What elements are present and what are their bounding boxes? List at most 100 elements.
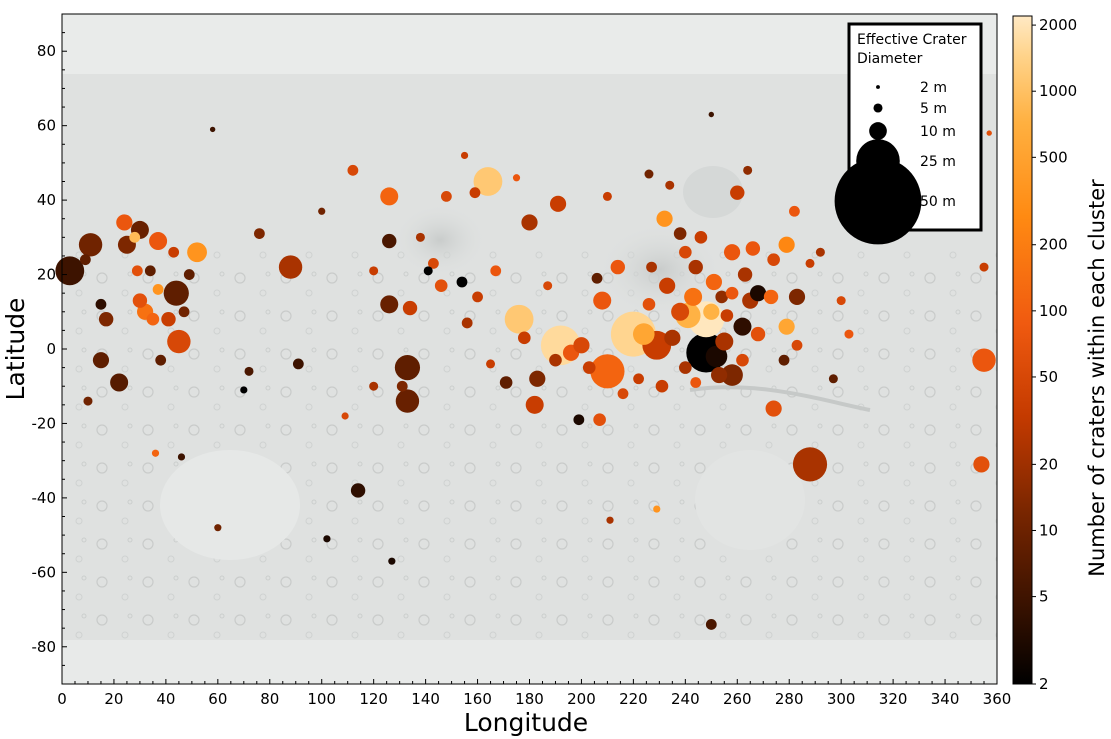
crater-cluster-point <box>116 214 133 231</box>
crater-cluster-point <box>673 227 687 240</box>
crater-cluster-point <box>92 352 110 369</box>
crater-cluster-point <box>606 516 614 524</box>
crater-clusters <box>55 111 996 630</box>
crater-cluster-point <box>792 447 828 482</box>
colorbar-tick-label: 200 <box>1039 236 1068 254</box>
crater-cluster-point <box>778 354 790 366</box>
crater-cluster-point <box>745 241 761 256</box>
crater-cluster-point <box>705 273 723 291</box>
crater-cluster-point <box>733 317 752 336</box>
crater-cluster-point <box>278 255 303 279</box>
crater-cluster-point <box>168 246 180 258</box>
crater-cluster-point <box>369 381 379 391</box>
crater-cluster-point <box>428 257 439 269</box>
crater-cluster-point <box>347 164 359 176</box>
crater-cluster-point <box>152 284 164 295</box>
legend-marker <box>873 103 883 113</box>
crater-cluster-point <box>78 233 103 257</box>
x-tick-label: 40 <box>156 690 175 708</box>
crater-cluster-point <box>679 361 692 374</box>
crater-cluster-point <box>209 126 216 133</box>
crater-cluster-point <box>573 337 590 354</box>
crater-cluster-point <box>736 353 749 367</box>
legend-label: 50 m <box>920 194 956 210</box>
x-tick-label: 80 <box>260 690 279 708</box>
crater-cluster-point <box>434 279 448 293</box>
crater-cluster-point <box>460 151 469 160</box>
crater-cluster-point <box>767 253 780 266</box>
x-tick-label: 280 <box>775 690 804 708</box>
crater-cluster-point <box>473 167 503 196</box>
legend: Effective Crater Diameter 2 m 5 m 10 m 25 m… <box>834 22 983 245</box>
crater-cluster-point <box>187 242 207 263</box>
crater-cluster-point <box>415 232 425 242</box>
crater-cluster-point <box>423 266 433 276</box>
crater-cluster-point <box>828 374 838 384</box>
crater-cluster-point <box>79 254 91 266</box>
crater-cluster-point <box>440 190 452 202</box>
y-axis-title: Latitude <box>1 298 30 401</box>
crater-cluster-point <box>705 619 717 630</box>
crater-cluster-point <box>549 353 562 367</box>
crater-cluster-point <box>644 169 654 179</box>
crater-cluster-point <box>582 361 596 374</box>
crater-cluster-point <box>986 130 992 136</box>
x-tick-label: 160 <box>463 690 492 708</box>
crater-cluster-point <box>395 389 420 413</box>
colorbar-tick-label: 500 <box>1039 148 1068 166</box>
crater-cluster-point <box>161 312 176 327</box>
crater-cluster-point <box>543 281 553 291</box>
colorbar-tick-label: 1000 <box>1039 82 1077 100</box>
y-tick-label: 40 <box>37 191 56 209</box>
y-tick-label: -60 <box>32 563 57 581</box>
crater-cluster-point <box>972 348 996 372</box>
colorbar-tick-label: 100 <box>1039 302 1068 320</box>
crater-cluster-point <box>149 232 168 251</box>
crater-cluster-point <box>518 331 531 345</box>
legend-title-line1: Effective Crater <box>857 32 967 48</box>
crater-cluster-point <box>486 359 496 369</box>
crater-cluster-point <box>688 259 703 275</box>
y-tick-label: -40 <box>32 489 57 507</box>
colorbar-tick-label: 20 <box>1039 455 1058 473</box>
crater-cluster-point <box>132 293 148 308</box>
crater-cluster-point <box>694 231 708 244</box>
crater-cluster-point <box>549 195 567 212</box>
colorbar-gradient <box>1012 15 1033 685</box>
x-tick-label: 20 <box>104 690 123 708</box>
crater-cluster-point <box>723 244 741 261</box>
crater-cluster-point <box>394 355 421 381</box>
crater-cluster-point <box>402 300 418 316</box>
crater-cluster-point <box>380 187 399 206</box>
y-tick-label: 80 <box>37 42 56 60</box>
colorbar-tick-label: 5 <box>1039 588 1049 606</box>
crater-cluster-point <box>979 262 989 272</box>
crater-cluster-point <box>805 258 815 268</box>
x-tick-label: 180 <box>515 690 544 708</box>
crater-cluster-point <box>98 312 114 327</box>
x-tick-label: 60 <box>208 690 227 708</box>
crater-cluster-point <box>725 286 739 300</box>
legend-label: 5 m <box>920 101 947 117</box>
x-tick-label: 0 <box>57 690 67 708</box>
crater-cluster-point <box>155 354 167 366</box>
crater-cluster-point <box>490 265 502 277</box>
crater-cluster-point <box>131 265 143 277</box>
crater-cluster-point <box>778 318 795 335</box>
colorbar-tick-label: 50 <box>1039 368 1058 386</box>
crater-cluster-point <box>730 185 745 200</box>
crater-cluster-point <box>655 379 669 393</box>
colorbar: 2 5 10 20 50 100 200 500 1000 2000 Number of crat… <box>1012 15 1109 693</box>
y-tick-label: -20 <box>32 414 57 432</box>
crater-cluster-point <box>664 329 681 346</box>
crater-cluster-point <box>844 329 854 339</box>
x-tick-label: 240 <box>671 690 700 708</box>
crater-cluster-point <box>720 309 734 322</box>
crater-cluster-point <box>177 453 186 461</box>
x-tick-label: 100 <box>307 690 336 708</box>
mars-basemap <box>62 14 997 684</box>
crater-cluster-point <box>778 236 795 253</box>
crater-cluster-point <box>737 267 753 282</box>
crater-cluster-point <box>144 265 156 277</box>
